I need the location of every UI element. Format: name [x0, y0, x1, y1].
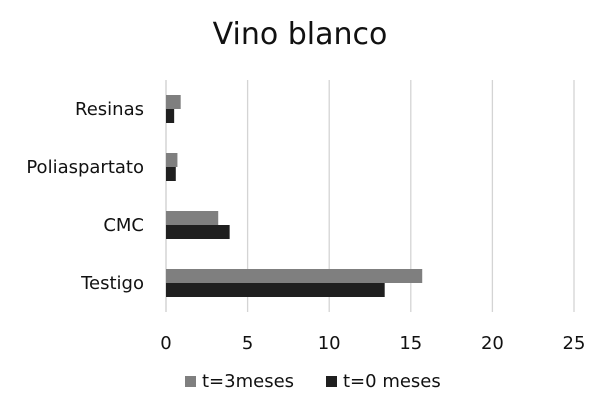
x-tick-label: 25 [563, 333, 586, 354]
legend: t=3meses t=0 meses [185, 371, 441, 392]
category-labels: Resinas Poliaspartato CMC Testigo [26, 99, 144, 294]
bar-cmc-t0 [166, 225, 230, 239]
x-tick-label: 5 [242, 333, 253, 354]
legend-label: t=3meses [202, 371, 294, 392]
x-tick-label: 20 [481, 333, 504, 354]
category-label: Resinas [75, 99, 144, 120]
bar-resinas-t0 [166, 109, 175, 123]
category-label: Poliaspartato [26, 157, 144, 178]
category-label: CMC [103, 215, 144, 236]
legend-label: t=0 meses [343, 371, 441, 392]
bar-poliaspartato-t0 [166, 167, 176, 181]
bars [166, 95, 423, 297]
x-tick-label: 15 [399, 333, 422, 354]
x-tick-label: 0 [160, 333, 171, 354]
bar-testigo-t0 [166, 283, 385, 297]
legend-swatch [185, 376, 196, 387]
x-tick-label: 10 [318, 333, 341, 354]
category-label: Testigo [80, 273, 144, 294]
bar-cmc-t3 [166, 211, 219, 225]
legend-swatch [326, 376, 337, 387]
bar-testigo-t3 [166, 269, 423, 283]
bar-resinas-t3 [166, 95, 181, 109]
bar-poliaspartato-t3 [166, 153, 178, 167]
chart-title: Vino blanco [213, 17, 388, 52]
x-tick-labels: 0 5 10 15 20 25 [160, 333, 585, 354]
